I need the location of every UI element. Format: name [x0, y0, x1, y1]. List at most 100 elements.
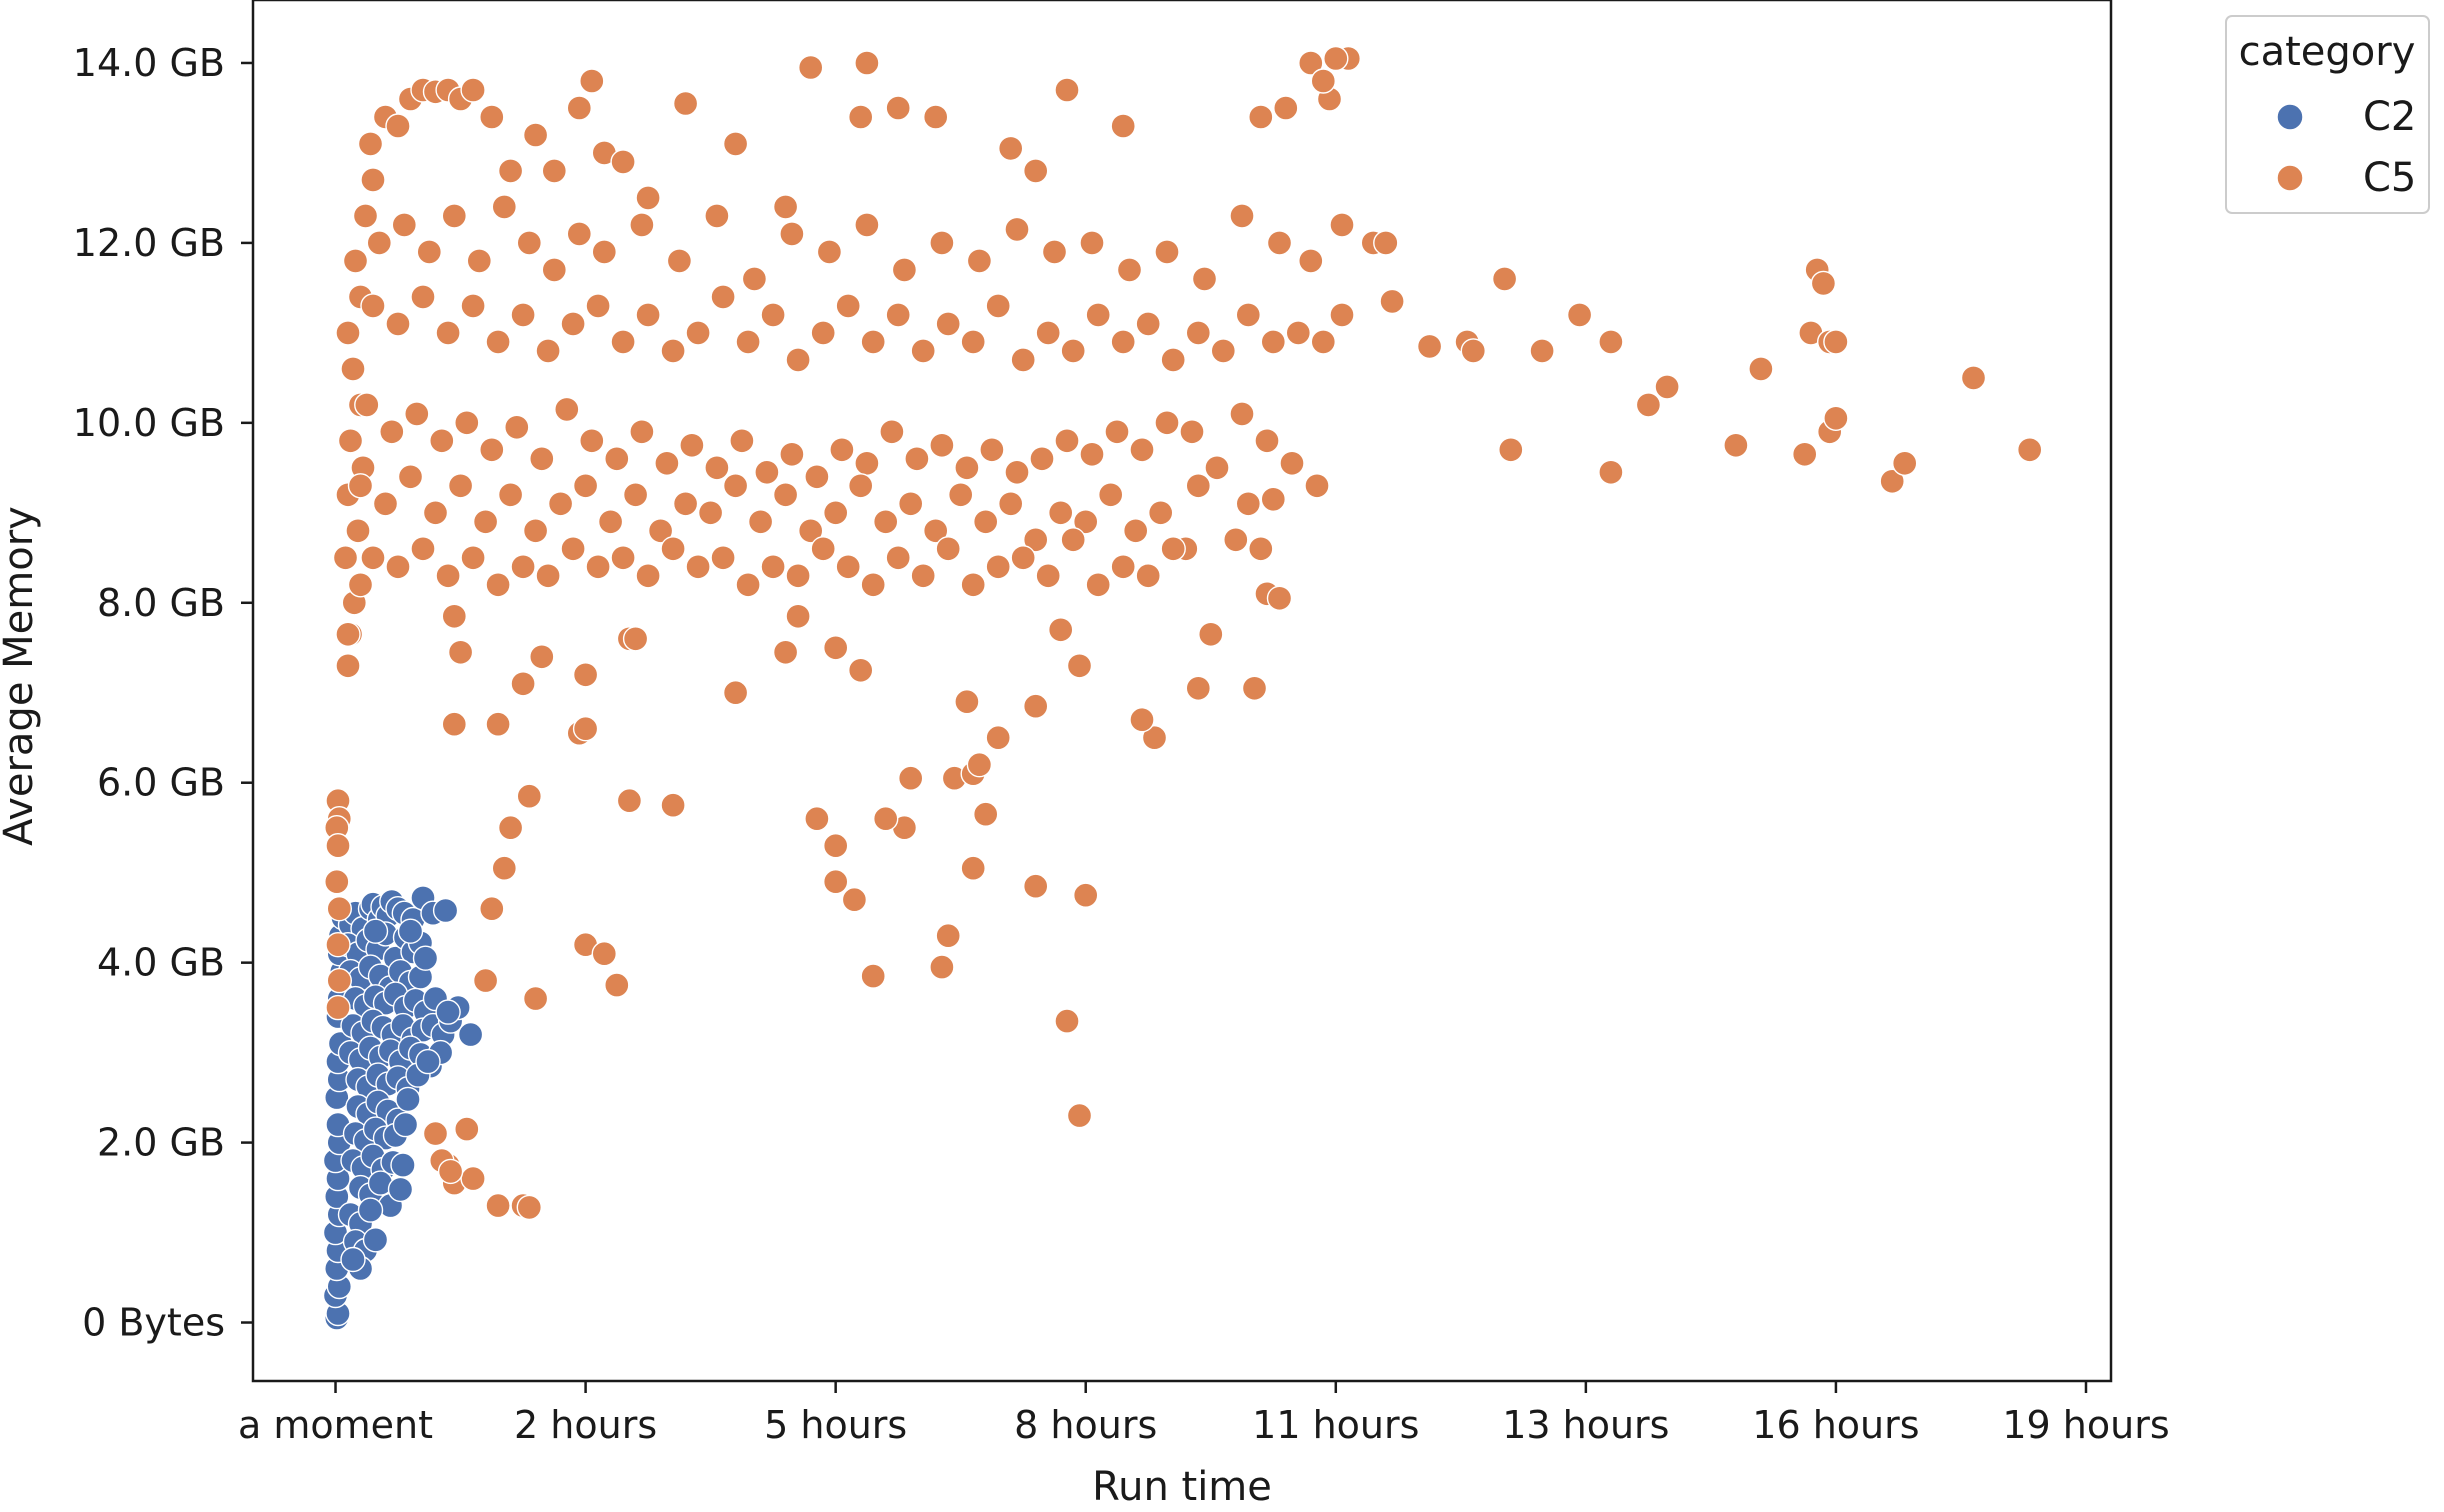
data-point-c2 — [436, 1000, 460, 1024]
data-point-c5 — [436, 321, 460, 345]
data-point-c5 — [1655, 375, 1679, 399]
data-point-c5 — [961, 573, 985, 597]
data-point-c2 — [396, 1087, 420, 1111]
data-point-c5 — [1186, 474, 1210, 498]
data-point-c5 — [1205, 456, 1229, 480]
data-point-c5 — [580, 69, 604, 93]
data-point-c5 — [961, 856, 985, 880]
data-point-c5 — [1061, 339, 1085, 363]
data-point-c5 — [480, 897, 504, 921]
data-point-c5 — [830, 438, 854, 462]
data-point-c5 — [1236, 492, 1260, 516]
data-point-c5 — [574, 717, 598, 741]
data-point-c2 — [416, 1050, 440, 1074]
data-point-c5 — [354, 204, 378, 228]
data-point-c5 — [1255, 429, 1279, 453]
data-point-c5 — [786, 604, 810, 628]
data-point-c5 — [892, 258, 916, 282]
data-point-c5 — [511, 555, 535, 579]
data-point-c5 — [511, 303, 535, 327]
data-point-c5 — [405, 402, 429, 426]
data-point-c5 — [511, 672, 535, 696]
data-point-c5 — [524, 123, 548, 147]
data-point-c5 — [1311, 330, 1335, 354]
data-point-c5 — [961, 330, 985, 354]
data-point-c5 — [430, 429, 454, 453]
data-point-c5 — [1155, 411, 1179, 435]
data-point-c5 — [899, 492, 923, 516]
y-tick-label: 6.0 GB — [97, 761, 225, 805]
data-point-c5 — [611, 330, 635, 354]
data-point-c5 — [1043, 240, 1067, 264]
data-point-c5 — [1074, 883, 1098, 907]
data-point-c5 — [326, 996, 350, 1020]
data-point-c5 — [667, 249, 691, 273]
data-point-c5 — [1068, 654, 1092, 678]
data-point-c5 — [586, 555, 610, 579]
data-point-c5 — [861, 964, 885, 988]
data-point-c5 — [1161, 348, 1185, 372]
data-point-c5 — [855, 451, 879, 475]
data-point-c5 — [1599, 330, 1623, 354]
data-point-c5 — [886, 96, 910, 120]
data-point-c5 — [1011, 348, 1035, 372]
data-point-c5 — [905, 447, 929, 471]
data-point-c5 — [380, 420, 404, 444]
data-point-c5 — [924, 105, 948, 129]
data-point-c5 — [636, 303, 660, 327]
data-point-c5 — [774, 640, 798, 664]
data-point-c5 — [1024, 694, 1048, 718]
data-point-c5 — [1311, 69, 1335, 93]
data-point-c5 — [855, 51, 879, 75]
data-point-c5 — [936, 924, 960, 948]
data-point-c5 — [1055, 429, 1079, 453]
data-point-c5 — [655, 451, 679, 475]
data-point-c5 — [680, 433, 704, 457]
data-point-c5 — [1230, 204, 1254, 228]
data-point-c2 — [364, 919, 388, 943]
data-point-c5 — [1136, 312, 1160, 336]
data-point-c5 — [611, 150, 635, 174]
data-point-c5 — [686, 555, 710, 579]
marks-layer — [324, 47, 2042, 1331]
data-point-c5 — [899, 766, 923, 790]
data-point-c5 — [1211, 339, 1235, 363]
data-point-c5 — [592, 240, 616, 264]
data-point-c5 — [386, 114, 410, 138]
data-point-c5 — [1636, 393, 1660, 417]
x-tick-label: 16 hours — [1752, 1403, 1919, 1447]
data-point-c5 — [1080, 231, 1104, 255]
data-point-c5 — [786, 348, 810, 372]
y-tick-label: 0 Bytes — [82, 1301, 225, 1345]
data-point-c5 — [1268, 586, 1292, 610]
x-tick-label: 13 hours — [1502, 1403, 1669, 1447]
data-point-c5 — [1280, 451, 1304, 475]
data-point-c5 — [686, 321, 710, 345]
data-point-c5 — [1824, 330, 1848, 354]
data-point-c5 — [1111, 330, 1135, 354]
data-point-c5 — [1193, 267, 1217, 291]
data-point-c5 — [549, 492, 573, 516]
data-point-c5 — [386, 555, 410, 579]
data-point-c5 — [1030, 447, 1054, 471]
data-point-c5 — [736, 330, 760, 354]
y-tick-label: 10.0 GB — [73, 401, 225, 445]
data-point-c5 — [699, 501, 723, 525]
data-point-c5 — [1111, 555, 1135, 579]
data-point-c5 — [711, 285, 735, 309]
data-point-c2 — [391, 1153, 415, 1177]
y-tick-label: 2.0 GB — [97, 1121, 225, 1165]
data-point-c5 — [341, 357, 365, 381]
data-point-c5 — [817, 240, 841, 264]
data-point-c5 — [974, 802, 998, 826]
data-point-c5 — [1049, 501, 1073, 525]
data-point-c5 — [517, 1195, 541, 1219]
data-point-c5 — [967, 753, 991, 777]
y-tick-label: 4.0 GB — [97, 941, 225, 985]
data-point-c5 — [399, 465, 423, 489]
data-point-c5 — [955, 456, 979, 480]
data-point-c5 — [1036, 564, 1060, 588]
data-point-c5 — [780, 442, 804, 466]
data-point-c2 — [434, 899, 458, 923]
